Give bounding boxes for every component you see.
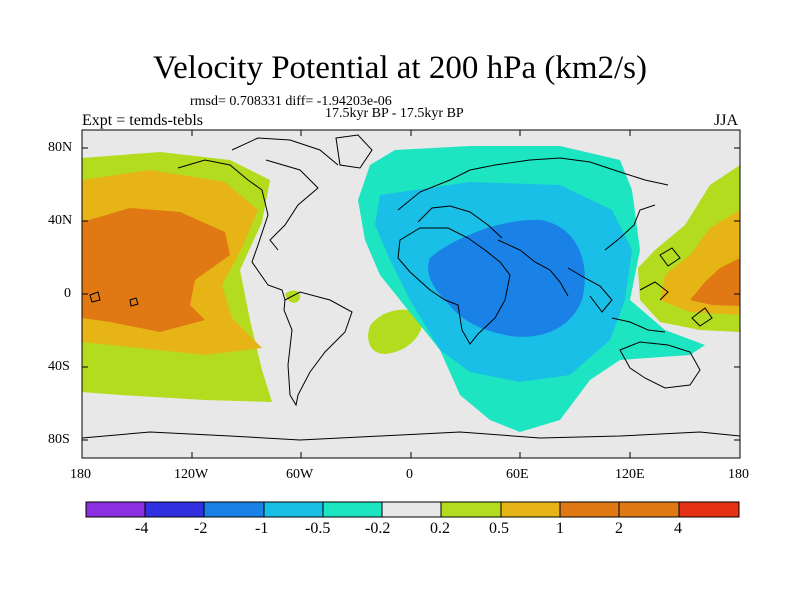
colorbar-swatch-7 [440,501,502,518]
rmsd-stats: rmsd= 0.708331 diff= -1.94203e-06 [190,94,392,109]
lat-label: 40N [48,213,73,228]
contour-pos-1-pacific [82,208,230,332]
colorbar-swatch-8 [500,501,561,518]
contour-pos-0.2-blob-2 [368,309,422,354]
colorbar-label: -1 [255,520,269,537]
colorbar-label: -4 [135,520,149,537]
lat-label: 40S [48,359,70,374]
lon-label: 0 [406,467,413,482]
lon-ticks [81,130,631,458]
colorbar-label: 2 [615,520,623,537]
colorbar-label: -2 [194,520,208,537]
lat-ticks [82,147,740,441]
period-label: 17.5kyr BP - 17.5kyr BP [325,106,464,121]
colorbar-swatch-5 [322,501,383,518]
lon-label: 180 [70,467,91,482]
lon-label: 120E [615,467,645,482]
lat-label: 80S [48,432,70,447]
lon-label: 180 [728,467,749,482]
lon-label: 120W [174,467,209,482]
colorbar-swatch-2 [144,501,205,518]
plot-title: Velocity Potential at 200 hPa (km2/s) [152,50,648,86]
season-label: JJA [714,112,739,129]
colorbar-swatch-1 [85,501,146,518]
lat-label: 0 [64,286,71,301]
colorbar-label: 1 [556,520,564,537]
contour-pos-1-east [690,258,740,306]
lon-label: 60E [506,467,529,482]
colorbar-swatch-3 [203,501,265,518]
lon-label: 60W [286,467,314,482]
colorbar-label: -0.2 [365,520,391,537]
contour-neg-1 [428,219,585,337]
colorbar-label: 0.2 [430,520,450,537]
colorbar-swatch-11 [678,501,740,518]
colorbar-label: 0.5 [489,520,509,537]
colorbar-swatch-9 [559,501,620,518]
colorbar-swatch-10 [618,501,680,518]
experiment-label: Expt = temds-tebls [82,112,204,129]
colorbar-label: 4 [674,520,682,537]
colorbar [85,501,740,518]
colorbar-label: -0.5 [305,520,331,537]
coastlines [82,134,740,441]
colorbar-swatch-4 [263,501,324,518]
colorbar-swatch-6 [381,501,442,518]
lat-label: 80N [48,140,73,155]
